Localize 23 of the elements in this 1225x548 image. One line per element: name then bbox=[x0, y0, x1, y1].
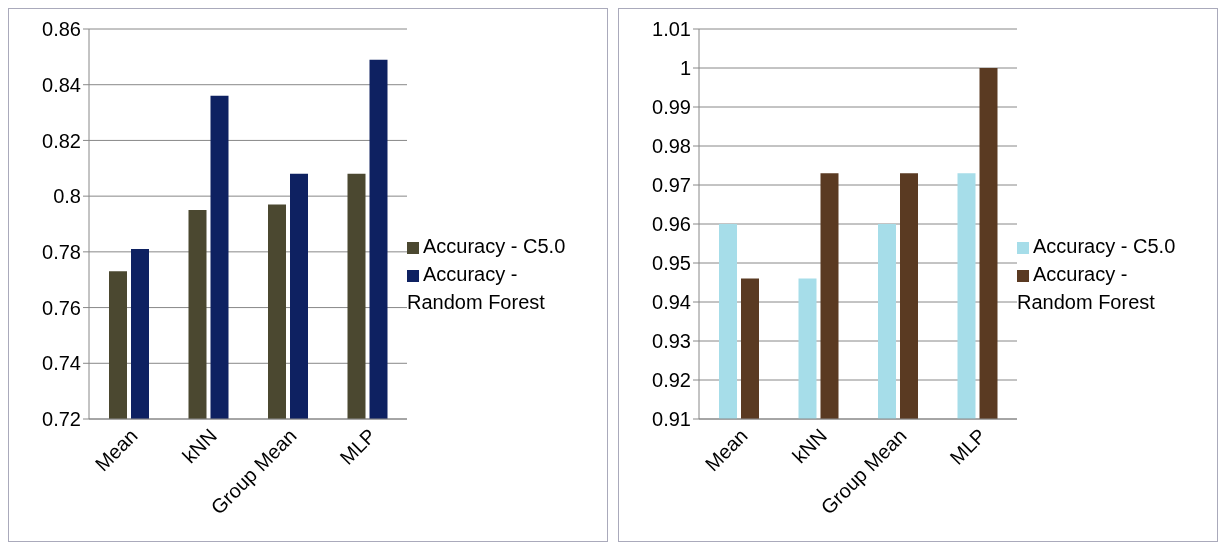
y-tick-label: 0.94 bbox=[652, 291, 691, 314]
y-tick-label: 0.99 bbox=[652, 96, 691, 119]
y-tick-label: 0.96 bbox=[652, 213, 691, 236]
legend-label: Accuracy - C5.0 bbox=[423, 235, 566, 257]
y-tick-label: 0.98 bbox=[652, 135, 691, 158]
y-tick-label: 1.01 bbox=[652, 18, 691, 41]
legend-label: Accuracy - C5.0 bbox=[1033, 235, 1176, 257]
y-tick-label: 0.8 bbox=[53, 185, 81, 208]
y-tick-label: 0.78 bbox=[42, 240, 81, 263]
y-tick-label: 0.76 bbox=[42, 296, 81, 319]
y-tick-label: 0.74 bbox=[42, 352, 81, 375]
y-tick-label: 0.97 bbox=[652, 174, 691, 197]
y-tick-label: 0.91 bbox=[652, 408, 691, 431]
y-tick-label: 1 bbox=[679, 57, 691, 80]
y-tick-label: 0.82 bbox=[42, 129, 81, 152]
legend-label: Accuracy - Random Forest bbox=[1017, 263, 1155, 313]
y-tick-label: 0.95 bbox=[652, 252, 691, 275]
y-tick-label: 0.72 bbox=[42, 408, 81, 431]
legend-label: Accuracy - Random Forest bbox=[407, 263, 545, 313]
y-tick-label: 0.92 bbox=[652, 369, 691, 392]
y-tick-label: 0.84 bbox=[42, 73, 81, 96]
y-tick-label: 0.86 bbox=[42, 18, 81, 41]
y-tick-label: 0.93 bbox=[652, 330, 691, 353]
